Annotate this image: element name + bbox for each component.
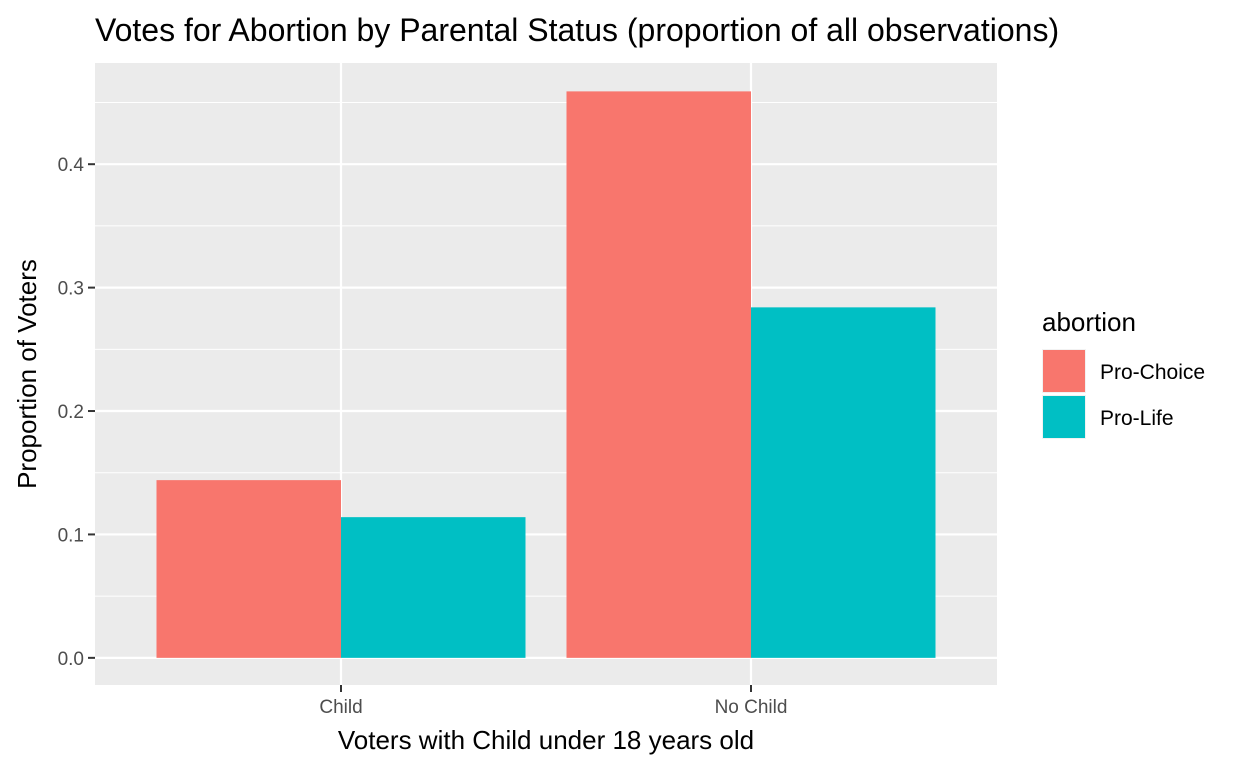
bar-pro-choice-no-child [566, 91, 751, 658]
y-axis: 0.0 0.1 0.2 0.3 0.4 [58, 155, 95, 670]
x-axis-title: Voters with Child under 18 years old [338, 725, 754, 755]
bars [156, 91, 936, 658]
y-tick-label: 0.3 [58, 279, 84, 300]
legend-swatch [1043, 396, 1085, 438]
y-axis-title: Proportion of Voters [12, 259, 42, 489]
y-tick-label: 0.0 [58, 649, 84, 670]
x-axis: Child No Child [319, 685, 787, 718]
x-tick-label: Child [319, 697, 362, 718]
chart-title: Votes for Abortion by Parental Status (p… [95, 12, 1059, 48]
y-tick-label: 0.4 [58, 155, 85, 176]
x-tick-label: No Child [715, 697, 788, 718]
legend-label: Pro-Life [1100, 407, 1174, 430]
legend-title: abortion [1042, 307, 1136, 337]
y-tick-label: 0.2 [58, 402, 84, 423]
legend-label: Pro-Choice [1100, 361, 1205, 384]
bar-pro-choice-child [156, 480, 341, 658]
y-tick-label: 0.1 [58, 525, 84, 546]
bar-pro-life-child [341, 517, 526, 658]
legend: abortion Pro-Choice Pro-Life [1042, 307, 1205, 439]
legend-swatch [1043, 350, 1085, 392]
bar-pro-life-no-child [751, 307, 936, 658]
